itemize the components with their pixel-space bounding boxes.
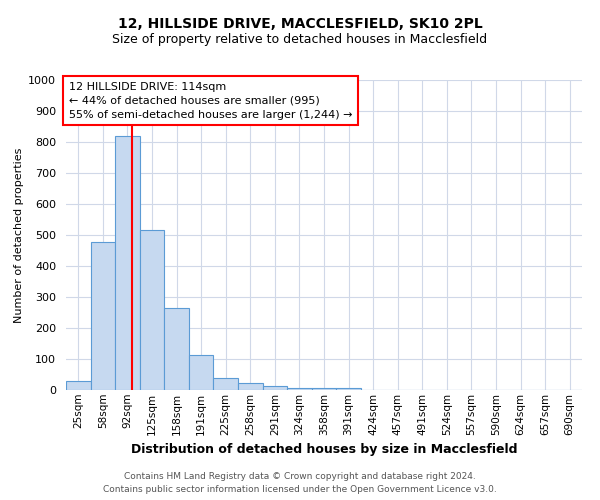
Bar: [312, 388, 336, 390]
Bar: [336, 388, 361, 390]
Text: Size of property relative to detached houses in Macclesfield: Size of property relative to detached ho…: [112, 32, 488, 46]
Bar: [263, 386, 287, 390]
Bar: [115, 136, 140, 390]
Bar: [189, 356, 214, 390]
Bar: [91, 242, 115, 390]
Bar: [164, 308, 189, 390]
Bar: [238, 383, 263, 390]
Bar: [140, 230, 164, 390]
Y-axis label: Number of detached properties: Number of detached properties: [14, 148, 24, 322]
Text: 12 HILLSIDE DRIVE: 114sqm
← 44% of detached houses are smaller (995)
55% of semi: 12 HILLSIDE DRIVE: 114sqm ← 44% of detac…: [68, 82, 352, 120]
Bar: [287, 388, 312, 390]
X-axis label: Distribution of detached houses by size in Macclesfield: Distribution of detached houses by size …: [131, 443, 517, 456]
Text: Contains HM Land Registry data © Crown copyright and database right 2024.
Contai: Contains HM Land Registry data © Crown c…: [103, 472, 497, 494]
Bar: [66, 380, 91, 390]
Bar: [214, 378, 238, 390]
Text: 12, HILLSIDE DRIVE, MACCLESFIELD, SK10 2PL: 12, HILLSIDE DRIVE, MACCLESFIELD, SK10 2…: [118, 18, 482, 32]
